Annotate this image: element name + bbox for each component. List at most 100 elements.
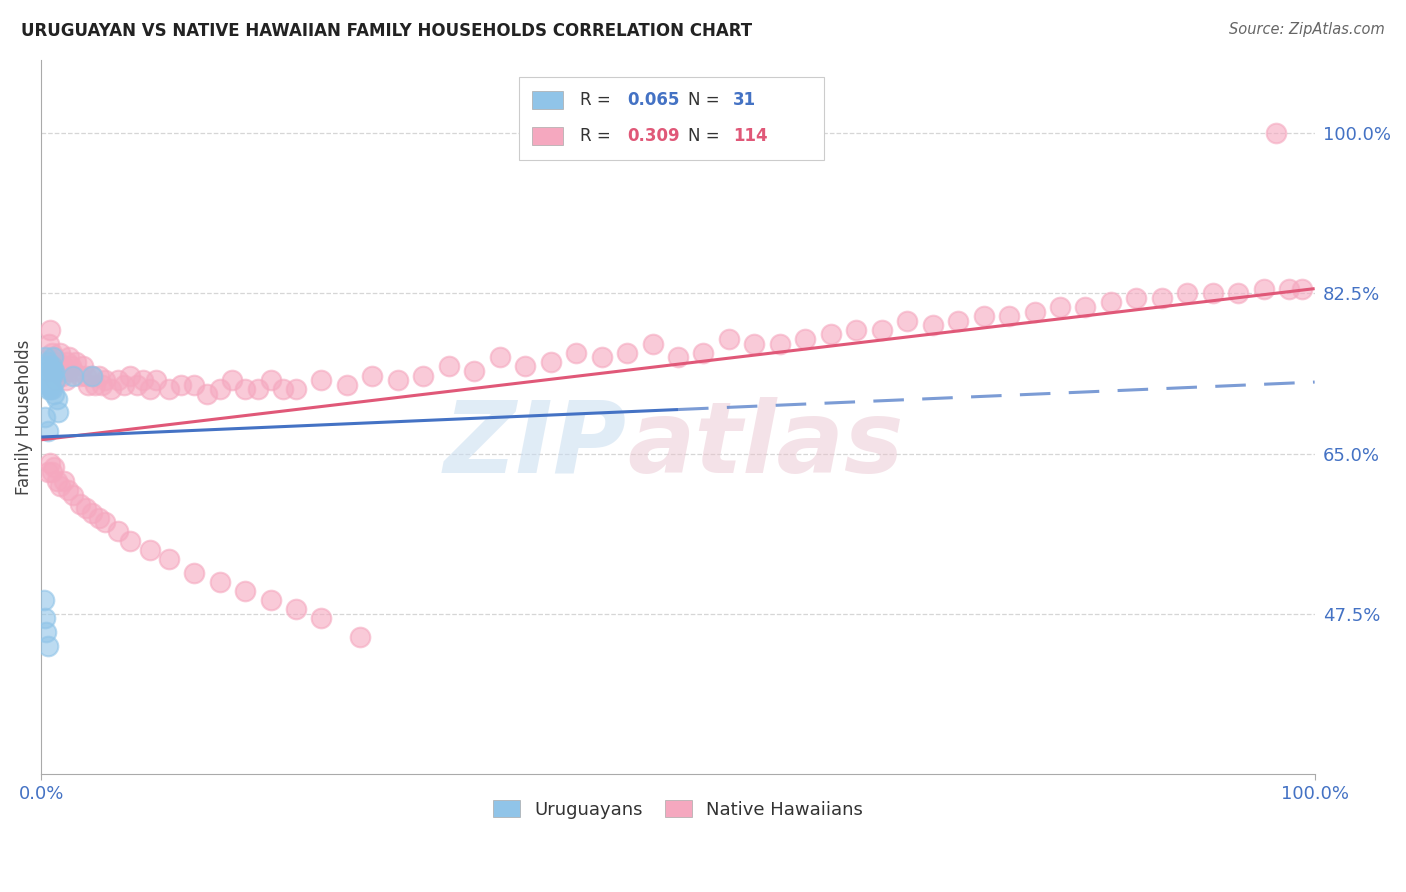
Text: Source: ZipAtlas.com: Source: ZipAtlas.com — [1229, 22, 1385, 37]
Point — [34, 409, 56, 424]
Point — [107, 373, 129, 387]
Point — [138, 383, 160, 397]
Point — [52, 359, 75, 374]
Point — [1175, 286, 1198, 301]
Point — [42, 364, 65, 378]
Point — [72, 359, 94, 374]
Point — [540, 355, 562, 369]
Point — [35, 368, 58, 383]
Point — [59, 359, 82, 374]
Point — [75, 501, 97, 516]
Point — [973, 309, 995, 323]
Point — [45, 359, 67, 374]
Point — [195, 387, 218, 401]
Point — [412, 368, 434, 383]
Point — [34, 351, 56, 365]
Point — [42, 460, 65, 475]
Point — [1074, 300, 1097, 314]
Point — [35, 359, 58, 374]
Point — [65, 355, 87, 369]
Point — [107, 524, 129, 539]
Text: N =: N = — [688, 127, 720, 145]
Point — [42, 351, 65, 365]
Point — [1049, 300, 1071, 314]
Point — [285, 383, 308, 397]
Point — [39, 373, 62, 387]
Point — [349, 630, 371, 644]
Point — [56, 483, 79, 497]
Point — [58, 351, 80, 365]
Text: R =: R = — [579, 91, 616, 110]
Point — [37, 465, 59, 479]
Bar — [531, 128, 564, 145]
Point — [515, 359, 537, 374]
Point — [387, 373, 409, 387]
Point — [94, 373, 117, 387]
Point — [39, 364, 62, 378]
Point — [998, 309, 1021, 323]
Point — [53, 364, 76, 378]
Point — [55, 373, 77, 387]
Point — [138, 542, 160, 557]
Point — [45, 392, 67, 406]
Point — [38, 336, 60, 351]
Point — [38, 368, 60, 383]
Point — [463, 364, 485, 378]
Point — [717, 332, 740, 346]
Point — [488, 351, 510, 365]
Point — [208, 383, 231, 397]
Point — [794, 332, 817, 346]
Point — [42, 364, 65, 378]
Point — [38, 377, 60, 392]
Point — [820, 327, 842, 342]
Point — [271, 383, 294, 397]
Point — [69, 497, 91, 511]
Point — [896, 314, 918, 328]
Point — [233, 583, 256, 598]
Point — [41, 383, 63, 397]
Text: 31: 31 — [733, 91, 756, 110]
Point — [565, 345, 588, 359]
Point — [921, 318, 943, 333]
Point — [39, 383, 62, 397]
Point — [44, 373, 66, 387]
Point — [42, 364, 65, 378]
Point — [37, 383, 59, 397]
Point — [83, 377, 105, 392]
Point — [641, 336, 664, 351]
Point — [49, 478, 72, 492]
Point — [221, 373, 243, 387]
Point — [69, 368, 91, 383]
Point — [845, 323, 868, 337]
Point — [946, 314, 969, 328]
Point — [361, 368, 384, 383]
Point — [112, 377, 135, 392]
Point — [145, 373, 167, 387]
Point — [41, 345, 63, 359]
Point — [311, 611, 333, 625]
Point — [82, 368, 104, 383]
Point — [125, 377, 148, 392]
Text: atlas: atlas — [627, 397, 904, 494]
Point — [744, 336, 766, 351]
Point — [1278, 282, 1301, 296]
Point — [34, 611, 56, 625]
Point — [46, 405, 69, 419]
Point — [1150, 291, 1173, 305]
Point — [437, 359, 460, 374]
Point — [42, 351, 65, 365]
Point — [120, 368, 142, 383]
Point — [44, 373, 66, 387]
Text: 0.065: 0.065 — [627, 91, 679, 110]
Point — [1265, 126, 1288, 140]
Point — [246, 383, 269, 397]
Point — [37, 373, 59, 387]
Point — [170, 377, 193, 392]
Point — [692, 345, 714, 359]
Text: ZIP: ZIP — [444, 397, 627, 494]
Point — [591, 351, 613, 365]
Point — [91, 377, 114, 392]
Point — [666, 351, 689, 365]
Point — [1202, 286, 1225, 301]
Point — [208, 574, 231, 589]
